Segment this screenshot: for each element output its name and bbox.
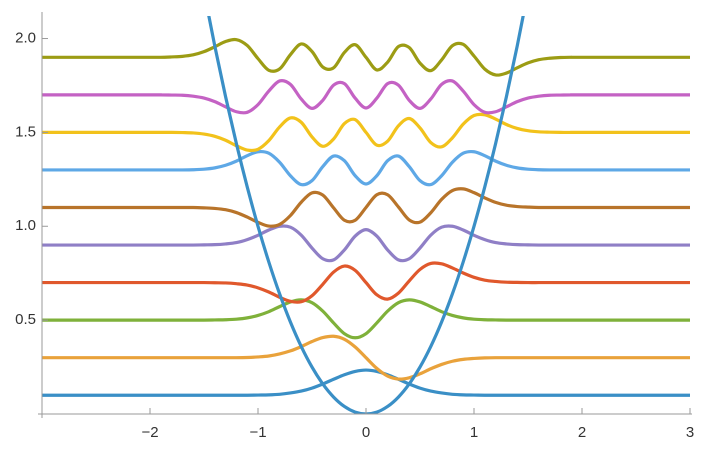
y-tick-label: 0.5 <box>15 311 36 328</box>
series-line <box>42 224 690 263</box>
x-tick-label: 1 <box>470 424 478 441</box>
plot-area <box>42 16 690 414</box>
series-line <box>42 334 690 381</box>
series-line <box>42 187 690 228</box>
y-tick-label: 1.5 <box>15 123 36 140</box>
x-tick-label: −2 <box>141 424 158 441</box>
x-tick-label: 0 <box>362 424 370 441</box>
x-tick-label: 2 <box>578 424 586 441</box>
series-line <box>42 149 690 187</box>
y-tick-label: 1.0 <box>15 217 36 234</box>
series-line <box>42 37 690 77</box>
x-tick-label: 3 <box>686 424 694 441</box>
series-line <box>42 261 690 304</box>
series-line <box>42 78 690 115</box>
series-line <box>42 298 690 340</box>
y-tick-label: 2.0 <box>15 29 36 46</box>
x-tick-label: −1 <box>249 424 266 441</box>
series-line <box>42 112 690 153</box>
series-line <box>42 368 690 397</box>
